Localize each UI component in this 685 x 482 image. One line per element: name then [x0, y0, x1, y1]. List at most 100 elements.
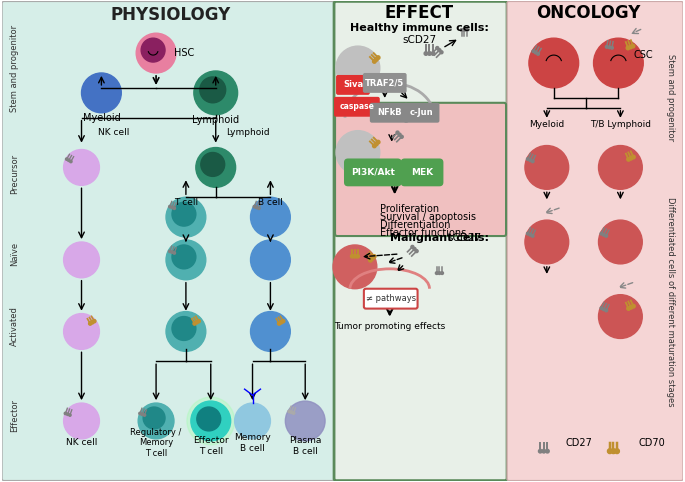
Circle shape	[440, 272, 443, 274]
Circle shape	[187, 397, 235, 445]
Circle shape	[197, 320, 200, 323]
Circle shape	[191, 401, 231, 441]
Circle shape	[529, 233, 532, 236]
Circle shape	[546, 449, 549, 453]
Text: CD70: CD70	[638, 438, 665, 448]
Circle shape	[277, 322, 281, 325]
Circle shape	[532, 160, 534, 162]
Circle shape	[440, 51, 443, 54]
Circle shape	[251, 240, 290, 280]
Text: MEK: MEK	[411, 168, 433, 177]
Circle shape	[605, 309, 608, 312]
Text: c-Jun: c-Jun	[410, 108, 434, 117]
Circle shape	[333, 245, 377, 289]
Circle shape	[173, 252, 175, 254]
Circle shape	[529, 38, 579, 88]
Circle shape	[614, 449, 619, 454]
Circle shape	[194, 71, 238, 115]
Circle shape	[627, 307, 630, 310]
Text: TRAF2/5: TRAF2/5	[365, 79, 404, 87]
Circle shape	[166, 311, 205, 351]
FancyBboxPatch shape	[507, 1, 683, 481]
Circle shape	[593, 38, 643, 88]
FancyBboxPatch shape	[403, 103, 440, 123]
Circle shape	[66, 413, 69, 415]
Circle shape	[70, 161, 72, 163]
Circle shape	[373, 60, 376, 63]
Circle shape	[411, 245, 414, 248]
Circle shape	[371, 256, 374, 260]
Circle shape	[173, 207, 175, 210]
Circle shape	[197, 407, 221, 431]
Text: Activated: Activated	[10, 307, 19, 347]
Circle shape	[169, 250, 171, 253]
Circle shape	[525, 146, 569, 189]
Circle shape	[460, 28, 463, 31]
Circle shape	[537, 53, 539, 55]
Circle shape	[282, 320, 285, 323]
Circle shape	[600, 307, 603, 309]
Circle shape	[353, 254, 357, 258]
Circle shape	[599, 295, 643, 338]
Text: Naïve: Naïve	[10, 242, 19, 266]
Circle shape	[172, 317, 196, 340]
Circle shape	[143, 414, 146, 416]
Circle shape	[251, 197, 290, 237]
Circle shape	[532, 50, 535, 53]
Circle shape	[64, 314, 99, 349]
Text: ≠ pathways: ≠ pathways	[366, 294, 416, 303]
Text: Effector functions: Effector functions	[379, 228, 466, 238]
Circle shape	[542, 449, 546, 453]
Text: caspase: caspase	[340, 102, 375, 111]
Circle shape	[66, 158, 68, 161]
Circle shape	[626, 46, 630, 50]
Circle shape	[292, 412, 295, 414]
Circle shape	[290, 411, 292, 414]
Circle shape	[64, 149, 99, 185]
Circle shape	[336, 46, 379, 90]
Text: Stem and progenitor: Stem and progenitor	[10, 25, 19, 111]
Circle shape	[369, 258, 372, 262]
Circle shape	[195, 321, 198, 324]
Circle shape	[610, 46, 613, 49]
Circle shape	[608, 449, 612, 454]
Circle shape	[605, 235, 608, 237]
Circle shape	[286, 401, 325, 441]
FancyBboxPatch shape	[344, 159, 401, 187]
Text: HSC: HSC	[174, 48, 194, 58]
Text: B cell: B cell	[258, 198, 283, 207]
Circle shape	[143, 407, 165, 429]
Text: Differentiation: Differentiation	[379, 220, 450, 230]
Circle shape	[630, 156, 633, 160]
Circle shape	[396, 131, 399, 134]
Circle shape	[172, 202, 196, 226]
Circle shape	[463, 28, 466, 31]
Text: Healthy immune cells:: Healthy immune cells:	[350, 23, 489, 33]
Circle shape	[92, 320, 96, 323]
Text: T/B Lymphoid: T/B Lymphoid	[590, 120, 651, 129]
Circle shape	[279, 321, 283, 324]
Text: Precursor: Precursor	[10, 154, 19, 194]
Circle shape	[529, 159, 532, 161]
Circle shape	[376, 56, 380, 59]
FancyBboxPatch shape	[370, 103, 409, 123]
Text: NK cell: NK cell	[98, 128, 129, 137]
Circle shape	[534, 51, 537, 54]
Text: CD27: CD27	[566, 438, 593, 448]
Circle shape	[606, 45, 608, 48]
Circle shape	[235, 403, 271, 439]
Circle shape	[64, 403, 99, 439]
Text: Tumor promoting effects: Tumor promoting effects	[334, 322, 445, 331]
Circle shape	[603, 233, 605, 236]
Circle shape	[82, 73, 121, 113]
FancyBboxPatch shape	[401, 159, 443, 187]
Circle shape	[603, 308, 605, 311]
Circle shape	[166, 240, 205, 280]
Circle shape	[64, 242, 99, 278]
Text: sCD27: sCD27	[403, 35, 436, 45]
Circle shape	[438, 272, 440, 274]
Circle shape	[436, 47, 439, 50]
Circle shape	[256, 206, 258, 209]
Circle shape	[88, 322, 92, 325]
Circle shape	[400, 135, 403, 138]
